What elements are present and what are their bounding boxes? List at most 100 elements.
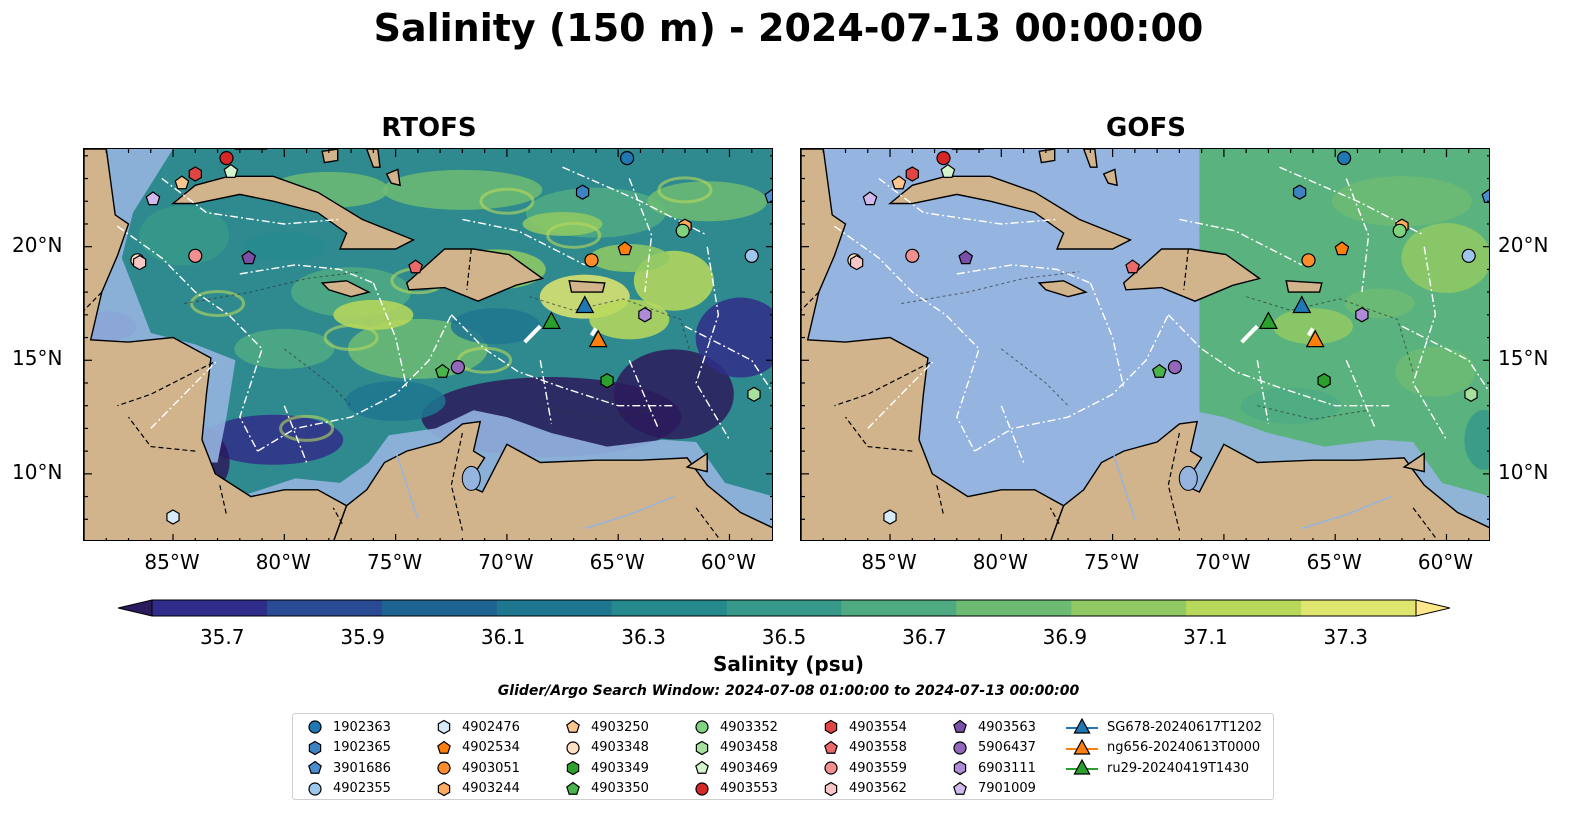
legend-label: 4903563: [978, 719, 1036, 735]
eez-boundary: [372, 282, 408, 388]
legend-label: 4903554: [849, 719, 907, 735]
x-tick-label: 60°W: [1417, 550, 1474, 574]
country-border: [332, 507, 343, 525]
float-marker-4903458: [747, 386, 761, 402]
legend-item: 4903350: [563, 779, 649, 799]
land-paria: [1402, 452, 1425, 473]
colorbar-segment: [1071, 600, 1187, 616]
country-border: [1183, 248, 1189, 290]
salinity-patch: [613, 349, 734, 440]
hexagon-marker-icon: [437, 719, 451, 735]
x-tick-label: 70°W: [478, 550, 534, 574]
legend-item: 5906437: [950, 738, 1036, 758]
y-tick-label: 10°N: [12, 459, 63, 484]
pentagon-marker-icon: [308, 760, 322, 774]
hexagon-marker-icon: [953, 760, 967, 776]
float-marker-4903352: [675, 223, 690, 238]
land-paria: [685, 452, 708, 473]
legend-item: ru29-20240419T1430: [1065, 758, 1249, 778]
salinity-patch: [1331, 176, 1472, 227]
glider-marker-ru29-20240419T1430: [541, 311, 561, 330]
eez-boundary: [1345, 360, 1376, 429]
country-border: [219, 485, 228, 515]
colorbar-tick: 36.9: [1042, 625, 1088, 649]
pentagon-marker-icon: [824, 740, 838, 754]
colorbar-segment: [611, 600, 728, 616]
pentagon-marker-icon: [953, 719, 967, 733]
legend-label: 4902534: [462, 740, 520, 755]
colorbar-segment: [496, 600, 613, 616]
colorbar-tick: 36.1: [480, 625, 526, 649]
gofs-map[interactable]: [800, 148, 1490, 541]
country-border: [936, 485, 945, 515]
colorbar-tick: 35.9: [340, 625, 385, 649]
legend-item: 1902365: [305, 738, 391, 758]
float-marker-4902355: [744, 248, 759, 263]
rtofs-map[interactable]: [83, 148, 773, 541]
river: [584, 495, 675, 530]
eddy-swirl: [279, 414, 335, 442]
float-marker-4903051: [1301, 253, 1316, 268]
legend-item: 4902476: [434, 717, 520, 737]
land-bahamas-1: [1038, 149, 1056, 164]
colorbar-extend-low: [117, 599, 153, 617]
eez-boundary: [628, 178, 653, 293]
legend-item: 4903469: [692, 758, 778, 778]
land-central-america: [801, 149, 1065, 540]
land-bahamas-3: [385, 168, 401, 187]
search-window-text: Glider/Argo Search Window: 2024-07-08 01…: [497, 683, 1080, 699]
colorbar-segment: [266, 600, 383, 616]
float-marker-4903350: [435, 363, 450, 378]
figure-title: Salinity (150 m) - 2024-07-13 00:00:00: [373, 6, 1204, 50]
eez-boundary: [161, 177, 341, 225]
colorbar-tick-labels: 35.7 35.9 36.1 36.3 36.5 36.7 36.9 37.1 37.3: [0, 625, 1577, 651]
float-marker-4903562: [132, 254, 147, 271]
salinity-patch: [1344, 288, 1415, 319]
legend-item: 4902355: [305, 779, 391, 799]
eez-boundary: [239, 264, 374, 284]
eez-boundary: [1167, 314, 1391, 407]
float-marker-4903349: [600, 373, 614, 389]
float-marker-5906437: [1167, 360, 1182, 375]
legend-label: 4903350: [591, 781, 649, 796]
colorbar-segment: [1301, 600, 1417, 616]
pentagon-marker-icon: [566, 781, 580, 795]
bathymetry-contour: [1257, 405, 1369, 420]
legend-label: 4903250: [591, 719, 649, 735]
float-marker-4903469: [223, 163, 239, 178]
glider-marker-SG678-20240617T1202: [1292, 295, 1312, 314]
float-marker-6903111: [638, 307, 652, 323]
float-marker-4902476: [883, 509, 897, 525]
hexagon-marker-icon: [824, 781, 838, 796]
salinity-patch: [382, 169, 543, 210]
float-marker-4903250: [891, 175, 907, 190]
country-border: [845, 416, 913, 452]
legend-item: 4903051: [434, 758, 520, 778]
legend-label: 4903469: [720, 760, 778, 776]
colorbar-tick: 36.3: [621, 625, 666, 649]
legend-item: 4903554: [821, 717, 907, 737]
y-tick-label: 15°N: [1498, 346, 1549, 371]
float-marker-1902363: [619, 151, 635, 166]
float-marker-4903051: [584, 253, 599, 268]
salinity-patch: [1272, 308, 1353, 345]
float-marker-7901009: [862, 191, 878, 206]
legend-label: SG678-20240617T1202: [1107, 719, 1263, 735]
colorbar-segment: [152, 600, 268, 616]
eez-boundary: [684, 325, 772, 393]
x-tick-label: 75°W: [1083, 550, 1140, 574]
float-marker-4902534: [1334, 241, 1350, 256]
float-marker-4903558: [1125, 259, 1140, 274]
circle-marker-icon: [695, 720, 709, 734]
legend-label: 7901009: [978, 781, 1036, 796]
eddy-swirl: [546, 221, 602, 249]
eez-boundary: [116, 225, 263, 452]
legend-item: 4903349: [563, 758, 649, 778]
legend-label: ng656-20240613T0000: [1107, 740, 1261, 755]
eez-boundary: [833, 225, 980, 452]
eez-boundary: [628, 360, 659, 429]
y-tick-label: 15°N: [12, 346, 63, 371]
float-marker-4903350: [1152, 363, 1167, 378]
salinity-patch: [345, 381, 446, 422]
float-marker-4903559: [905, 248, 920, 263]
